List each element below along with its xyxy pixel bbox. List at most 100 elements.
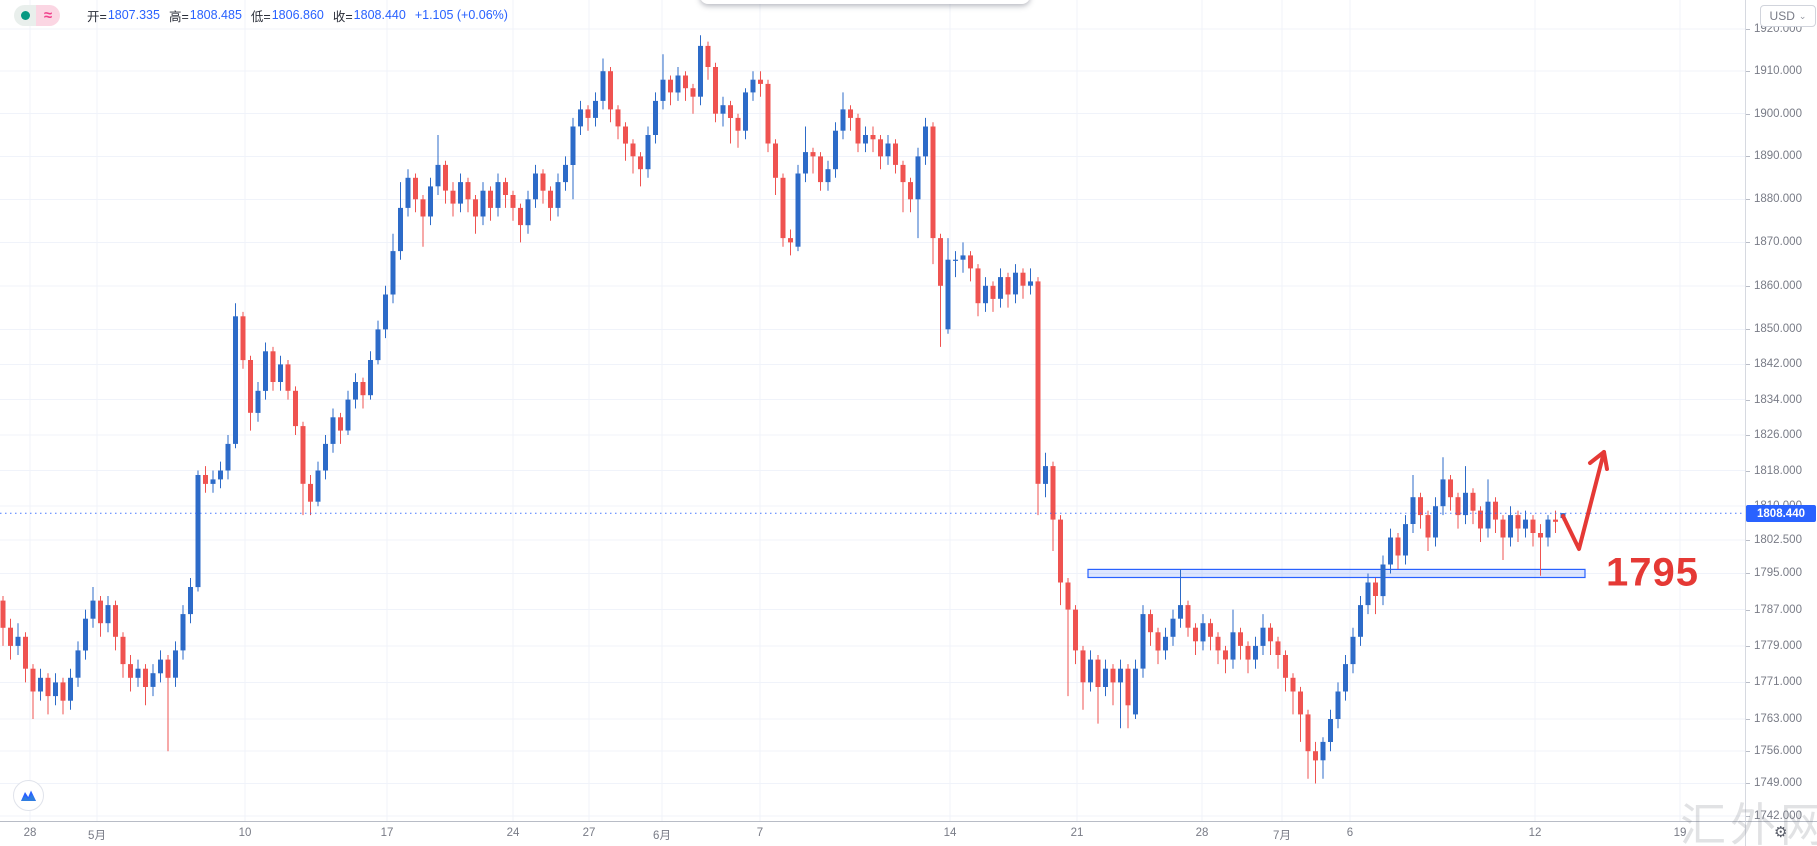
candle-body — [435, 164, 441, 187]
time-axis[interactable]: 28 5月 10 17 24 27 6月 7 14 21 28 7月 6 12 19 — [0, 821, 1745, 846]
candle-body — [1358, 605, 1363, 637]
price-axis-label: 1771.000 — [1754, 676, 1802, 688]
candle-body — [203, 475, 208, 484]
candle-body — [270, 351, 276, 382]
candle-body — [1088, 659, 1093, 683]
price-axis-label: 1818.000 — [1754, 465, 1802, 477]
candle-body — [38, 677, 43, 692]
candle-body — [165, 659, 171, 678]
low-value: 1806.860 — [271, 8, 324, 22]
time-axis-label: 24 — [506, 827, 520, 839]
candle-body — [353, 382, 358, 400]
price-tick — [1746, 435, 1750, 436]
time-axis-label: 19 — [1673, 827, 1687, 839]
price-axis-label: 1860.000 — [1754, 280, 1802, 292]
candle-body — [330, 417, 336, 444]
legend-icons: ≈ — [14, 4, 60, 26]
price-axis[interactable]: 1920.000 1910.000 1900.000 1890.000 1880.000… — [1745, 0, 1817, 822]
candle-body — [53, 682, 58, 697]
candle-body — [915, 156, 921, 200]
market-session-icon[interactable] — [14, 4, 36, 26]
time-axis-label: 5月 — [88, 830, 106, 842]
price-axis-label: 1870.000 — [1754, 236, 1802, 248]
candle-body — [1418, 497, 1423, 516]
candle-body — [555, 182, 561, 208]
price-tick — [1746, 682, 1750, 683]
candle-body — [1508, 515, 1513, 538]
candle-body — [1410, 497, 1416, 524]
price-axis-label: 1742.000 — [1754, 810, 1802, 822]
candle-body — [248, 360, 253, 413]
candle-body — [390, 251, 396, 295]
candle-body — [30, 668, 36, 692]
price-tick — [1746, 199, 1750, 200]
candle-body — [1530, 519, 1536, 533]
candle-body — [1343, 664, 1348, 692]
price-tick — [1746, 573, 1750, 574]
time-axis-label: 17 — [380, 827, 394, 839]
candle-body — [1283, 655, 1288, 678]
candle-body — [713, 67, 718, 114]
candle-body — [1478, 510, 1483, 529]
candle-body — [668, 79, 673, 93]
time-axis-label: 28 — [1195, 827, 1209, 839]
candle-body — [870, 135, 876, 140]
candle-body — [645, 135, 651, 170]
candle-body — [278, 364, 283, 382]
price-axis-label: 1880.000 — [1754, 193, 1802, 205]
candle-body — [735, 117, 741, 131]
candle-body — [383, 294, 388, 330]
time-axis-label: 21 — [1070, 827, 1084, 839]
candle-body — [323, 443, 328, 471]
candle-body — [105, 605, 111, 624]
candle-body — [188, 587, 193, 615]
candle-body — [8, 627, 13, 646]
up-arrow-annotation[interactable] — [1561, 450, 1606, 551]
chart-maximize-button[interactable] — [13, 780, 44, 811]
candle-body — [1298, 691, 1303, 715]
candle-body — [518, 207, 523, 226]
support-zone-1795[interactable] — [1087, 568, 1586, 579]
candle-body — [1028, 281, 1033, 286]
close-label: 收= — [332, 9, 353, 24]
candle-body — [855, 117, 861, 144]
price-tick — [1746, 71, 1750, 72]
high-label: 高= — [168, 9, 189, 24]
gear-icon[interactable]: ⚙ — [1774, 824, 1788, 841]
candle-body — [615, 109, 621, 127]
time-axis-label: 28 — [23, 827, 37, 839]
candle-body — [338, 417, 343, 431]
candle-body — [1223, 650, 1228, 660]
candle-body — [413, 177, 418, 200]
candle-body — [1005, 277, 1011, 295]
candle-body — [675, 75, 681, 93]
change-value: +1.105 (+0.06%) — [414, 8, 508, 22]
candle-body — [1118, 668, 1123, 683]
price-tick — [1746, 364, 1750, 365]
candle-body — [1020, 272, 1026, 286]
wave-compare-icon[interactable]: ≈ — [36, 4, 60, 26]
price-tick — [1746, 156, 1750, 157]
price-tick — [1746, 816, 1750, 817]
candle-body — [1395, 537, 1401, 556]
candle-body — [683, 75, 688, 89]
candle-body — [1275, 641, 1281, 655]
candlestick-chart[interactable] — [0, 0, 1745, 821]
candle-body — [15, 636, 21, 646]
candle-body — [315, 470, 321, 502]
candle-body — [75, 650, 81, 678]
candle-body — [1463, 492, 1468, 516]
candle-body — [1178, 605, 1183, 619]
candle-body — [698, 45, 703, 97]
candle-body — [533, 173, 538, 200]
candle-body — [1388, 537, 1393, 565]
candle-body — [180, 614, 186, 651]
support-price-annotation[interactable]: 1795 — [1606, 550, 1699, 595]
candle-body — [818, 156, 823, 183]
time-axis-label: 10 — [238, 827, 252, 839]
currency-dropdown[interactable]: USD ⌄ — [1760, 5, 1816, 27]
candle-body — [780, 177, 786, 239]
candle-body — [1080, 650, 1086, 683]
candle-body — [473, 199, 478, 217]
